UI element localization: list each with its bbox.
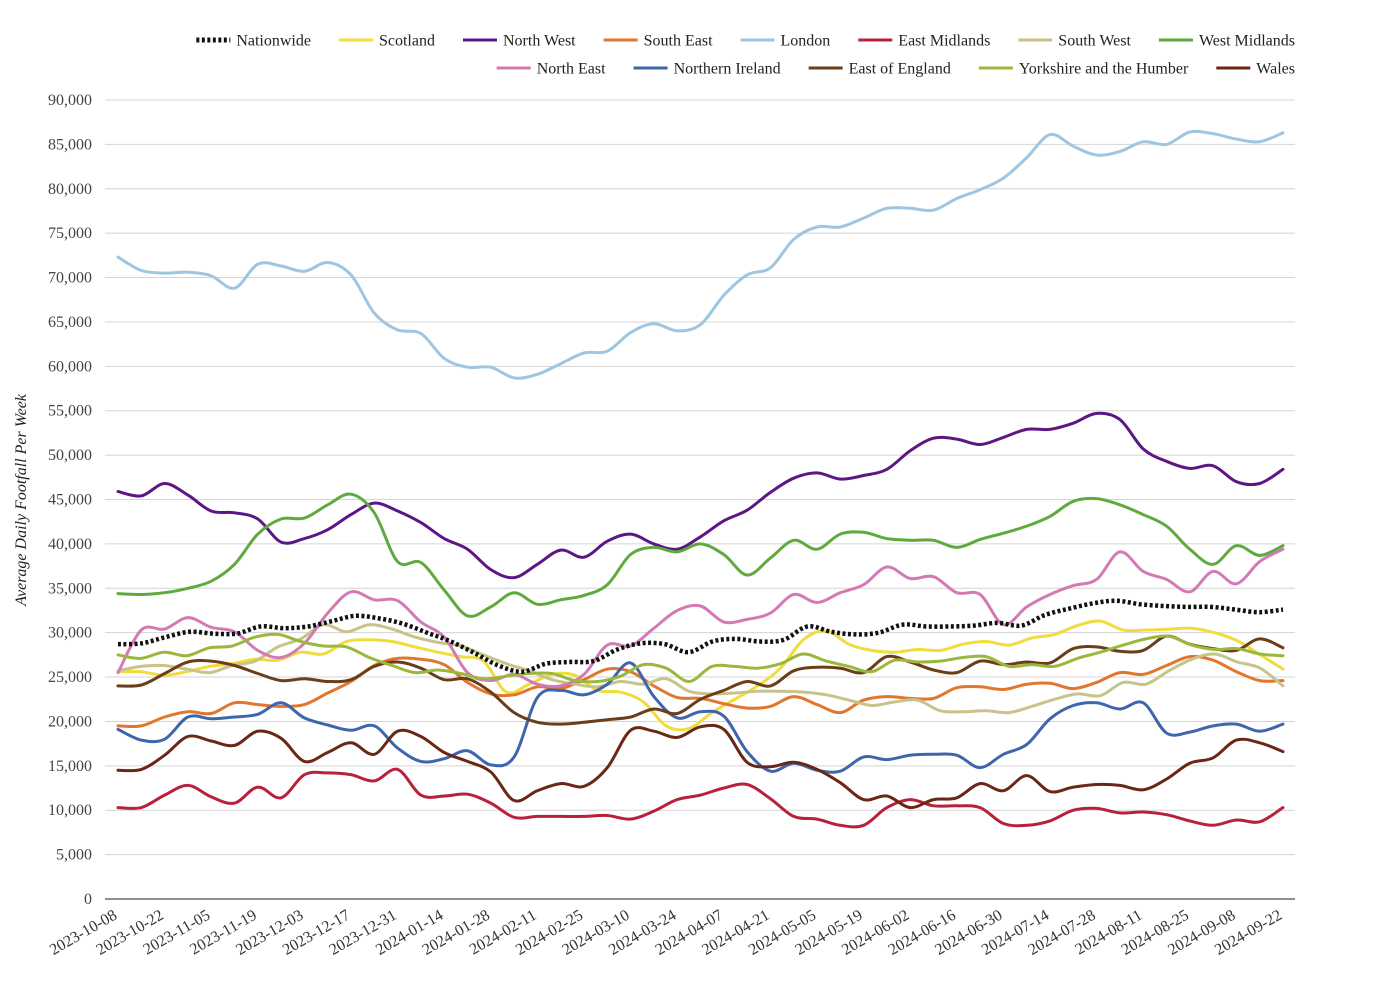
legend-label: East of England [849, 61, 951, 78]
y-tick-label: 80,000 [48, 181, 92, 198]
x-axis-ticks: 2023-10-082023-10-222023-11-052023-11-19… [47, 907, 1285, 959]
legend-label: Scotland [379, 33, 435, 50]
y-tick-label: 50,000 [48, 447, 92, 464]
legend-label: North East [537, 61, 606, 78]
y-tick-label: 70,000 [48, 270, 92, 287]
series-line-scotland [116, 619, 1285, 732]
legend-item-yorkshire-and-the-humber: Yorkshire and the Humber [978, 61, 1189, 78]
legend-label: South West [1058, 33, 1131, 50]
series-line-london [116, 129, 1285, 380]
legend-label: North West [503, 33, 576, 50]
y-axis-ticks: 0 5,000 10,000 15,000 20,000 25,000 30,000 35,0… [48, 92, 92, 908]
legend-item-london: London [740, 33, 831, 50]
legend: Nationwide Scotland North West South East Lo… [196, 33, 1295, 78]
series-line-yorkshire-and-the-humber [116, 632, 1285, 684]
y-tick-label: 30,000 [48, 625, 92, 642]
y-tick-label: 65,000 [48, 314, 92, 331]
y-tick-label: 10,000 [48, 802, 92, 819]
y-tick-label: 0 [84, 891, 92, 908]
y-tick-label: 90,000 [48, 92, 92, 109]
y-tick-label: 20,000 [48, 713, 92, 730]
y-tick-label: 60,000 [48, 358, 92, 375]
legend-item-east-midlands: East Midlands [858, 33, 990, 50]
series-line-northern-ireland [116, 661, 1285, 774]
y-tick-label: 45,000 [48, 492, 92, 509]
legend-item-wales: Wales [1216, 61, 1295, 78]
series-line-east-of-england [116, 634, 1285, 726]
legend-label: Northern Ireland [674, 61, 781, 78]
legend-item-east-of-england: East of England [808, 61, 951, 78]
y-tick-label: 35,000 [48, 580, 92, 597]
y-tick-label: 75,000 [48, 225, 92, 242]
legend-item-north-east: North East [496, 61, 606, 78]
legend-item-north-west: North West [462, 33, 576, 50]
y-tick-label: 25,000 [48, 669, 92, 686]
series-line-wales [116, 723, 1285, 810]
series-line-west-midlands [116, 492, 1285, 618]
legend-item-northern-ireland: Northern Ireland [633, 61, 781, 78]
legend-item-south-west: South West [1018, 33, 1132, 50]
series-line-nationwide [117, 598, 1284, 674]
legend-label: Wales [1256, 61, 1295, 78]
y-axis-label: Average Daily Footfall Per Week [13, 393, 30, 607]
series-line-south-west [116, 623, 1285, 715]
legend-label: South East [644, 33, 713, 50]
series-line-east-midlands [116, 767, 1285, 829]
legend-label: East Midlands [898, 33, 990, 50]
legend-item-scotland: Scotland [338, 33, 435, 50]
legend-label: Nationwide [236, 33, 311, 50]
y-tick-label: 85,000 [48, 136, 92, 153]
series-line-north-west [116, 411, 1285, 580]
y-tick-label: 15,000 [48, 758, 92, 775]
y-tick-label: 5,000 [56, 847, 92, 864]
legend-label: London [781, 33, 831, 50]
series-lines [116, 129, 1285, 829]
legend-label: West Midlands [1199, 33, 1295, 50]
legend-item-nationwide: Nationwide [196, 33, 311, 50]
legend-label: Yorkshire and the Humber [1019, 61, 1189, 78]
legend-item-south-east: South East [603, 33, 713, 50]
y-tick-label: 55,000 [48, 403, 92, 420]
y-tick-label: 40,000 [48, 536, 92, 553]
series-line-north-east [116, 547, 1285, 689]
legend-item-west-midlands: West Midlands [1158, 33, 1295, 50]
